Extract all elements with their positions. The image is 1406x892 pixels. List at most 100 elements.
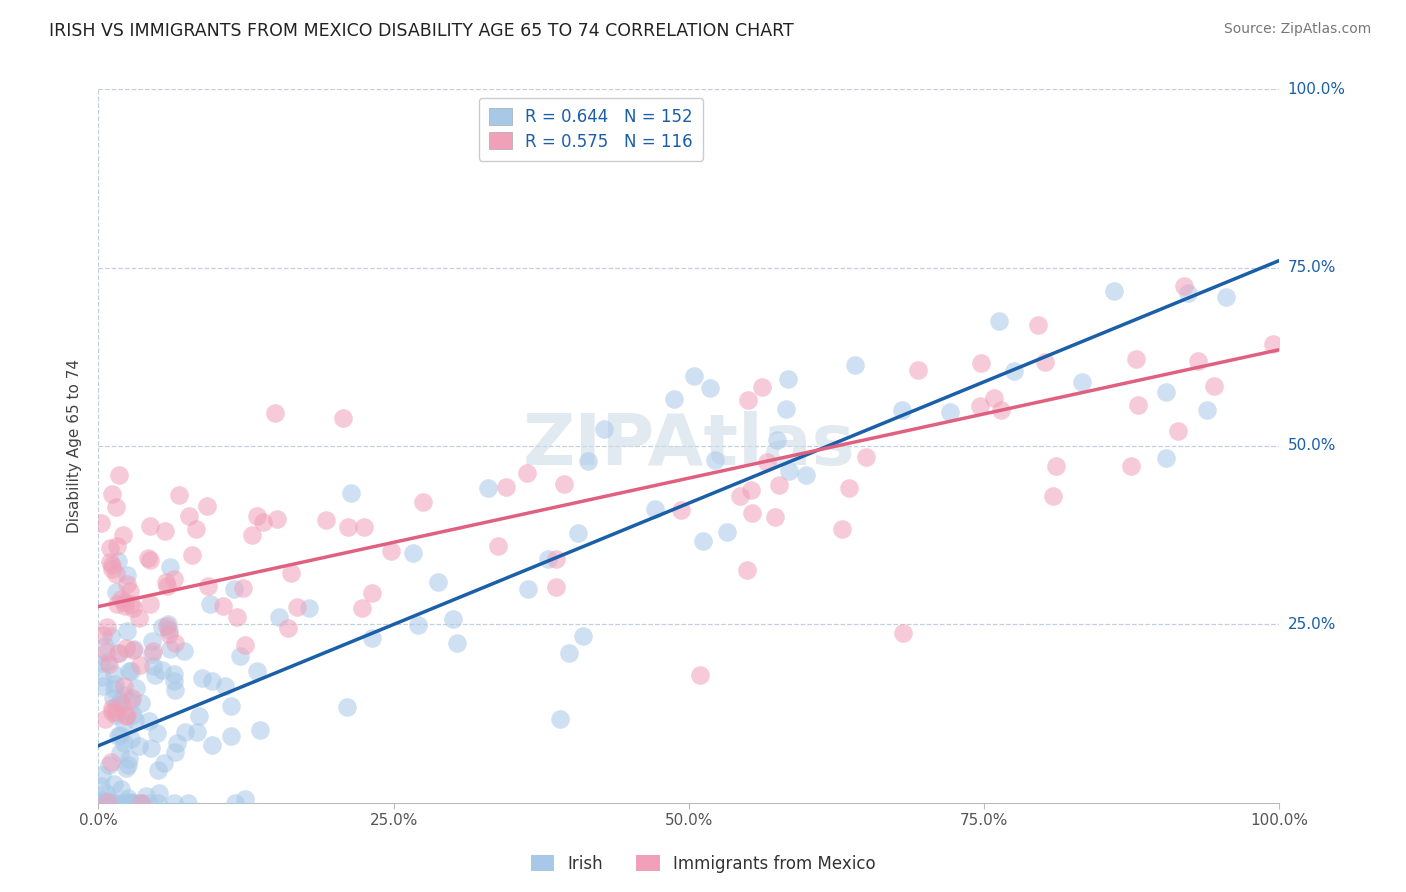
Point [692,533,714,548]
Point [138,714,160,729]
Point [105,597,128,611]
Point [766,434,789,448]
Point [1177,285,1199,300]
Point [128,739,150,753]
Point [96,795,118,809]
Point [794,467,817,482]
Point [120,664,142,678]
Point [669,503,692,517]
Point [402,546,425,560]
Point [101,705,124,719]
Point [197,579,219,593]
Point [1173,279,1195,293]
Point [200,598,222,612]
Point [153,756,176,770]
Point [246,509,269,524]
Point [155,524,177,539]
Point [156,616,179,631]
Point [831,522,853,536]
Point [576,454,599,468]
Point [165,682,187,697]
Point [118,795,141,809]
Point [114,709,136,723]
Point [90,516,112,530]
Point [104,698,127,713]
Point [179,508,201,523]
Point [1187,353,1209,368]
Point [117,796,139,810]
Text: 75.0%: 75.0% [1288,260,1336,275]
Point [891,403,914,417]
Point [112,715,135,730]
Point [1045,458,1067,473]
Point [91,792,114,806]
Point [235,791,257,805]
Point [1167,425,1189,439]
Point [118,752,141,766]
Point [98,758,121,772]
Point [495,480,517,494]
Point [735,563,758,577]
Point [176,796,198,810]
Point [1002,364,1025,378]
Point [240,528,263,542]
Point [195,499,218,513]
Point [136,551,159,566]
Point [246,664,269,678]
Legend: R = 0.644   N = 152, R = 0.575   N = 116: R = 0.644 N = 152, R = 0.575 N = 116 [479,97,703,161]
Point [146,764,169,778]
Point [105,500,128,515]
Point [103,681,125,696]
Point [163,673,186,688]
Point [91,628,114,642]
Point [232,581,254,595]
Point [115,577,138,591]
Point [115,796,138,810]
Point [152,620,174,634]
Point [104,566,127,581]
Point [233,638,256,652]
Point [117,757,139,772]
Text: ZIPAtlas: ZIPAtlas [523,411,855,481]
Point [107,729,129,743]
Point [969,399,991,413]
Point [741,506,763,520]
Point [157,623,180,637]
Point [546,580,568,594]
Point [143,667,166,681]
Point [112,796,135,810]
Point [1102,284,1125,298]
Point [163,635,186,649]
Point [114,595,136,609]
Point [94,712,117,726]
Point [97,795,120,809]
Point [1204,379,1226,393]
Point [477,481,499,495]
Point [105,796,128,810]
Point [187,709,209,723]
Point [558,646,581,660]
Legend: Irish, Immigrants from Mexico: Irish, Immigrants from Mexico [524,848,882,880]
Point [112,736,135,750]
Point [139,598,162,612]
Point [125,681,148,695]
Point [97,657,120,671]
Point [104,708,127,723]
Point [166,736,188,750]
Point [121,690,143,705]
Point [142,644,165,658]
Point [108,468,131,483]
Point [516,466,538,480]
Point [249,723,271,737]
Point [778,464,800,478]
Point [112,528,135,542]
Point [167,488,190,502]
Point [100,486,122,500]
Point [122,643,145,657]
Point [122,707,145,722]
Point [108,646,131,660]
Point [98,555,121,569]
Point [682,369,704,384]
Point [128,796,150,810]
Point [141,634,163,648]
